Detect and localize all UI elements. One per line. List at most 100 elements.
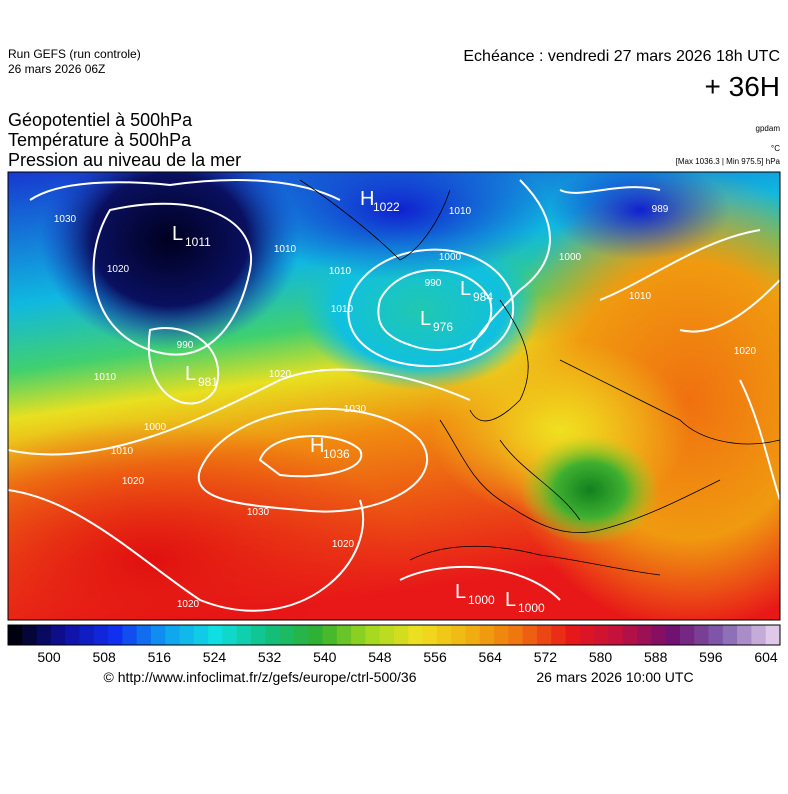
valid-time: Echéance : vendredi 27 mars 2026 18h UTC xyxy=(463,48,780,65)
colorbar-cell xyxy=(36,625,52,645)
isobar-label: 1010 xyxy=(111,446,134,457)
isobar-label: 1000 xyxy=(439,252,462,263)
colorbar-cell xyxy=(93,625,109,645)
center-value: 1036 xyxy=(323,447,350,461)
colorbar-cell xyxy=(651,625,667,645)
colorbar-label: 604 xyxy=(754,649,778,665)
colorbar-cell xyxy=(308,625,324,645)
colorbar-cell xyxy=(236,625,252,645)
colorbar-cell xyxy=(694,625,710,645)
colorbar-label: 596 xyxy=(699,649,723,665)
colorbar-cell xyxy=(150,625,166,645)
isobar-label: 989 xyxy=(652,204,669,215)
colorbar-cell xyxy=(579,625,595,645)
center-value: 1022 xyxy=(373,200,400,214)
colorbar-cell xyxy=(436,625,452,645)
center-type: H xyxy=(310,435,324,457)
colorbar-cell xyxy=(322,625,338,645)
isobar-label: 1010 xyxy=(94,372,117,383)
colorbar-cell xyxy=(536,625,552,645)
colorbar-cell xyxy=(637,625,652,645)
colorbar-cell xyxy=(508,625,524,645)
colorbar-cell xyxy=(394,625,409,645)
map-field xyxy=(8,172,780,620)
colorbar-cell xyxy=(279,625,295,645)
center-type: L xyxy=(455,581,466,603)
colorbar-cell xyxy=(8,625,23,645)
colorbar-cell xyxy=(765,625,781,645)
center-type: L xyxy=(185,363,196,385)
colorbar-cell xyxy=(451,625,466,645)
unit: [Max 1036.3 | Min 975.5] hPa xyxy=(676,157,781,166)
center-value: 1000 xyxy=(468,593,495,607)
colorbar-label: 500 xyxy=(37,649,61,665)
center-value: 976 xyxy=(433,320,453,334)
isobar-label: 1020 xyxy=(332,539,355,550)
colorbar-cell xyxy=(351,625,366,645)
isobar-label: 1010 xyxy=(449,206,472,217)
isobar-label: 1030 xyxy=(344,404,367,415)
isobar-label: 990 xyxy=(425,278,442,289)
center-type: L xyxy=(505,589,516,611)
colorbar-cell xyxy=(679,625,695,645)
center-type: L xyxy=(460,278,471,300)
isobar-label: 1020 xyxy=(734,346,757,357)
colorbar-cell xyxy=(336,625,352,645)
run-date: 26 mars 2026 06Z xyxy=(8,62,105,76)
colorbar-cell xyxy=(594,625,609,645)
colorbar-cell xyxy=(193,625,209,645)
coastlines xyxy=(299,179,780,576)
colorbar-cell xyxy=(708,625,724,645)
colorbar-label: 532 xyxy=(258,649,282,665)
colorbar-cell xyxy=(551,625,567,645)
isobar-label: 990 xyxy=(177,340,194,351)
colorbar-cell xyxy=(79,625,95,645)
colorbar-cell xyxy=(50,625,66,645)
colorbar-cell xyxy=(379,625,395,645)
isobar-label: 1010 xyxy=(274,244,297,255)
colorbar-cell xyxy=(22,625,38,645)
isobar-label: 1010 xyxy=(329,266,352,277)
colorbar-cell xyxy=(251,625,266,645)
center-value: 1000 xyxy=(518,601,545,615)
colorbar-label: 508 xyxy=(92,649,116,665)
colorbar: 500 508 516 524 532 540 548 556 564 572 580 588 596 6… xyxy=(7,624,781,665)
colorbar-cell xyxy=(108,625,123,645)
colorbar-cell xyxy=(565,625,581,645)
issue-date: 26 mars 2026 10:00 UTC xyxy=(536,669,693,685)
colorbar-cell xyxy=(622,625,638,645)
center-type: L xyxy=(420,308,431,330)
colorbar-cell xyxy=(365,625,381,645)
isobar-label: 1020 xyxy=(177,599,200,610)
unit: gpdam xyxy=(756,124,781,133)
center-type: H xyxy=(360,188,374,210)
run-name: Run GEFS (run controle) xyxy=(8,47,141,61)
colorbar-cell xyxy=(165,625,181,645)
colorbar-cell xyxy=(722,625,738,645)
colorbar-label: 548 xyxy=(368,649,392,665)
colorbar-cell xyxy=(208,625,223,645)
colorbar-label: 564 xyxy=(479,649,503,665)
source-url: © http://www.infoclimat.fr/z/gefs/europe… xyxy=(103,669,416,685)
isobar-label: 1010 xyxy=(629,291,652,302)
colorbar-cell xyxy=(665,625,681,645)
legend-line: Température à 500hPa xyxy=(8,130,192,150)
colorbar-cell xyxy=(422,625,438,645)
colorbar-cell xyxy=(479,625,495,645)
colorbar-label: 580 xyxy=(589,649,613,665)
colorbar-cell xyxy=(293,625,309,645)
colorbar-frame xyxy=(7,624,781,646)
colorbar-label: 588 xyxy=(644,649,668,665)
colorbar-cell xyxy=(265,625,281,645)
isobar-label: 1020 xyxy=(107,264,130,275)
colorbar-cell xyxy=(494,625,509,645)
colorbar-label: 556 xyxy=(423,649,447,665)
legend-line: Pression au niveau de la mer xyxy=(8,150,241,170)
isobar-label: 1020 xyxy=(122,476,145,487)
colorbar-label: 572 xyxy=(534,649,558,665)
colorbar-cell xyxy=(408,625,424,645)
center-type: L xyxy=(172,223,183,245)
colorbar-cell xyxy=(122,625,138,645)
isobar-label: 1020 xyxy=(269,369,292,380)
colorbar-cell xyxy=(751,625,767,645)
